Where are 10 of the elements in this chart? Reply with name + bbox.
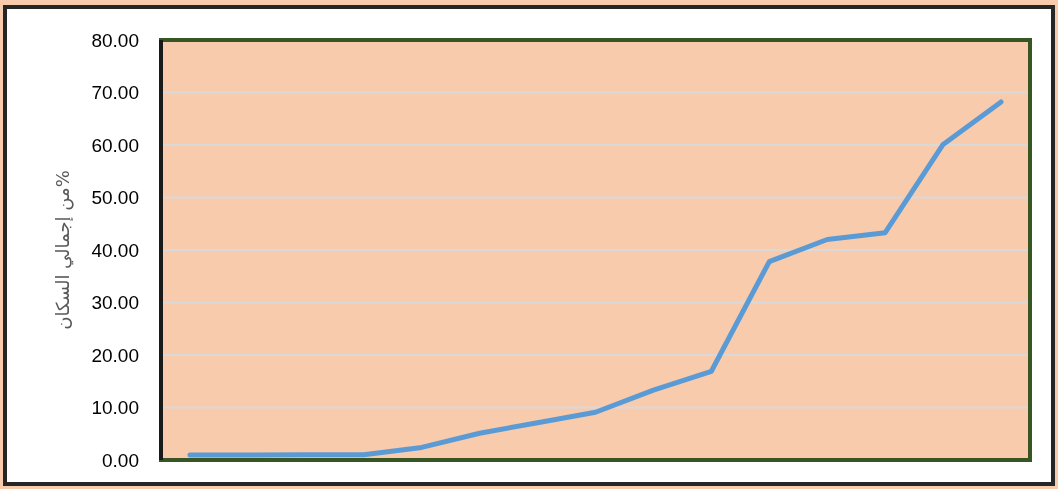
y-tick-label: 70.00 (91, 82, 139, 103)
y-tick-label: 50.00 (91, 187, 139, 208)
y-tick-label: 30.00 (91, 292, 139, 313)
y-tick-label: 40.00 (91, 239, 139, 261)
y-axis-title: من إجمالي السكان% (51, 170, 74, 330)
y-tick-label: 0.00 (102, 449, 139, 471)
y-tick-label: 60.00 (91, 134, 139, 156)
y-tick-label: 80.00 (91, 29, 139, 51)
y-tick-label: 10.00 (91, 397, 139, 418)
y-tick-label: 20.00 (91, 344, 139, 366)
